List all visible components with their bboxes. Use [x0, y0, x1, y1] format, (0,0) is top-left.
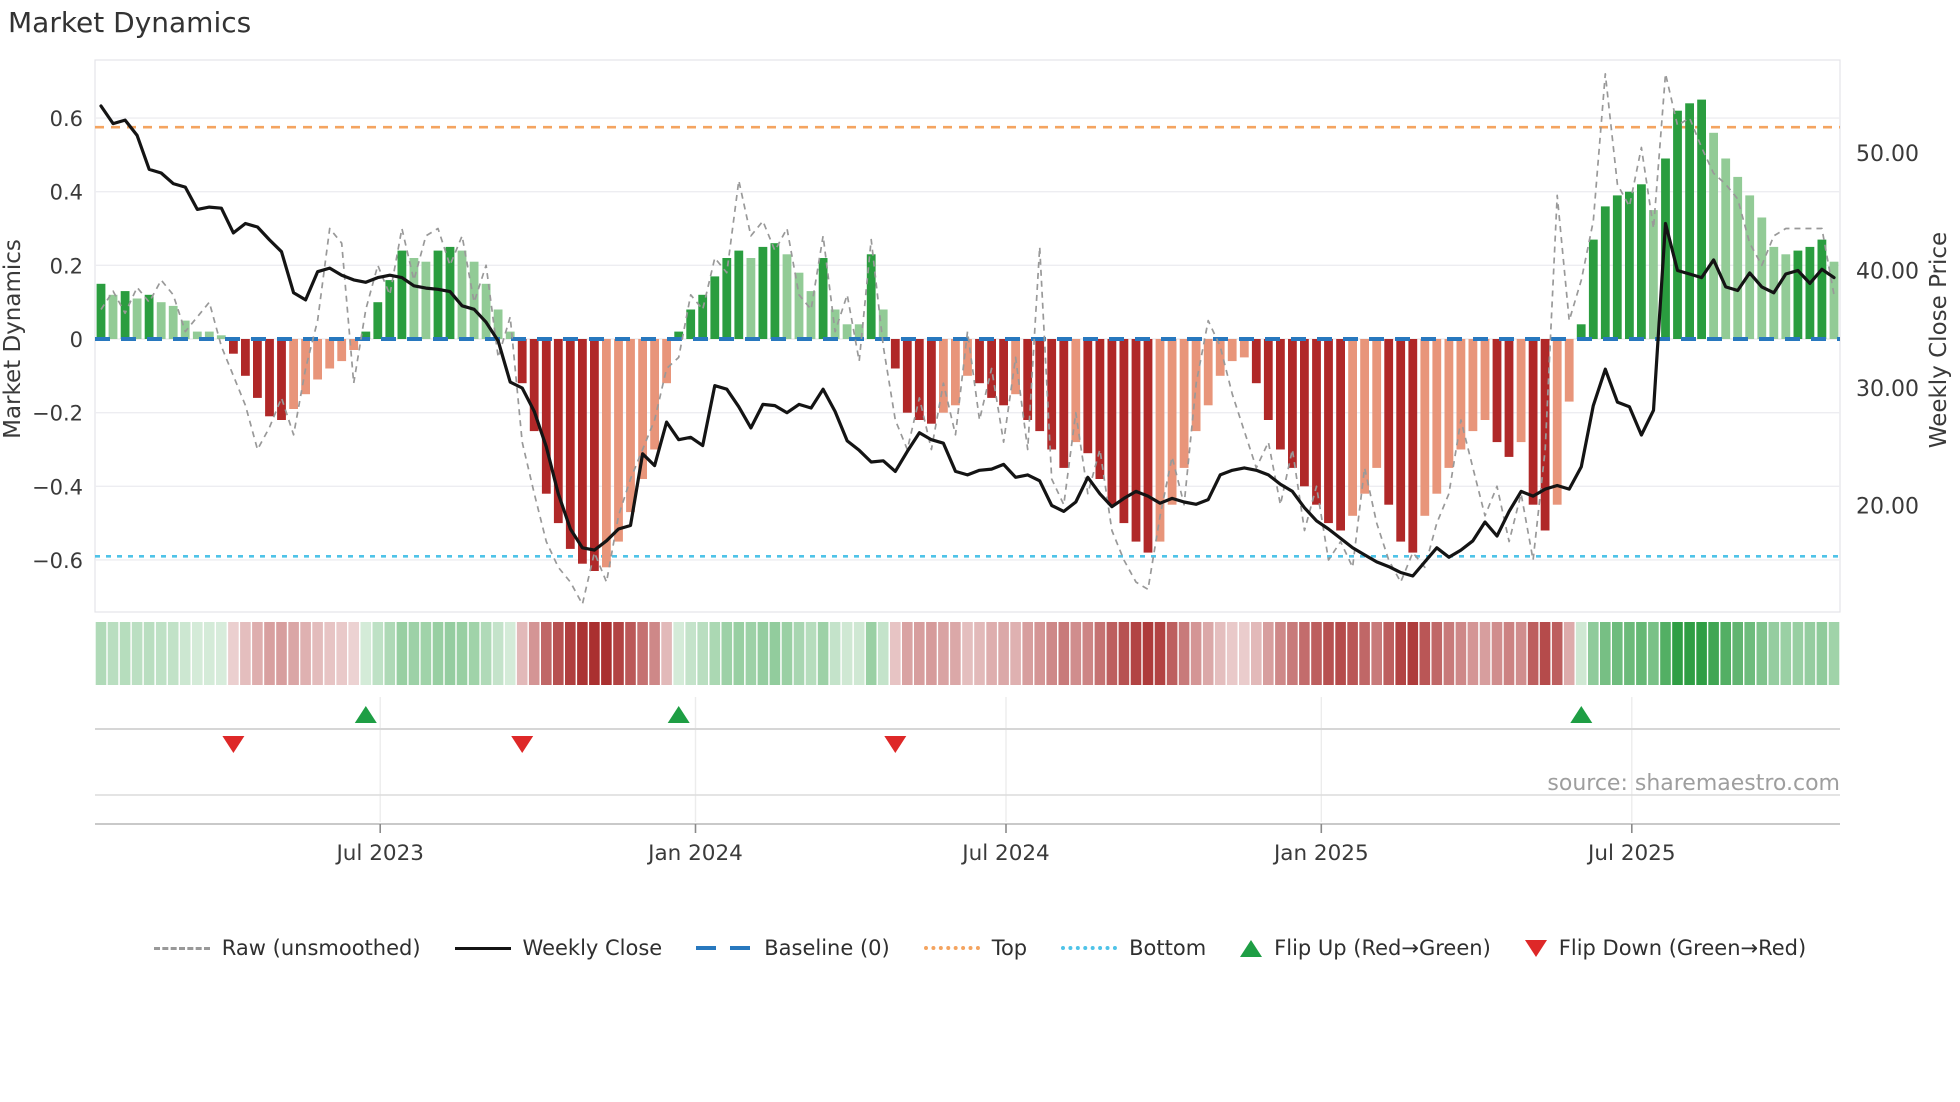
- solid-line-icon: [454, 946, 511, 950]
- svg-text:0.6: 0.6: [50, 107, 83, 131]
- svg-text:Jan 2024: Jan 2024: [646, 841, 743, 866]
- dashed-line-icon: [153, 946, 210, 950]
- svg-text:−0.2: −0.2: [32, 402, 83, 426]
- legend-label: Top: [991, 936, 1028, 960]
- chart-canvas: 0.6 0.4 0.2 0 −0.2 −0.4 −0.6 50.00 40.00 30.00 20.…: [0, 59, 1952, 866]
- chart-legend: Raw (unsmoothed) Weekly Close Baseline (0)…: [0, 926, 1960, 970]
- legend-label: Flip Down (Green→Red): [1558, 936, 1807, 960]
- legend-label: Baseline (0): [764, 936, 890, 960]
- svg-text:Jan 2025: Jan 2025: [1272, 841, 1369, 866]
- dotted-line-icon: [923, 946, 980, 950]
- legend-item-2: Baseline (0): [696, 936, 890, 960]
- dash-pair-icon: [696, 946, 753, 950]
- svg-text:20.00: 20.00: [1856, 495, 1919, 520]
- legend-item-1: Weekly Close: [454, 936, 663, 960]
- svg-text:Jul 2025: Jul 2025: [1586, 841, 1676, 866]
- svg-text:30.00: 30.00: [1856, 377, 1919, 402]
- dotted-line-icon: [1061, 946, 1118, 950]
- legend-item-3: Top: [923, 936, 1028, 960]
- svg-text:0: 0: [70, 328, 83, 352]
- legend-label: Weekly Close: [522, 936, 663, 960]
- legend-label: Raw (unsmoothed): [221, 936, 421, 960]
- legend-item-0: Raw (unsmoothed): [153, 936, 421, 960]
- svg-text:0.2: 0.2: [50, 254, 83, 278]
- triangle-down-icon: [1524, 939, 1547, 957]
- legend-item-5: Flip Up (Red→Green): [1240, 936, 1491, 960]
- page-title: Market Dynamics: [8, 6, 252, 39]
- svg-text:40.00: 40.00: [1856, 260, 1919, 285]
- legend-item-4: Bottom: [1061, 936, 1206, 960]
- y-axis-label-left: Market Dynamics: [0, 239, 26, 439]
- legend-item-6: Flip Down (Green→Red): [1524, 936, 1807, 960]
- triangle-up-icon: [1240, 939, 1263, 957]
- source-text: source: sharemaestro.com: [1547, 771, 1840, 796]
- svg-text:Jul 2024: Jul 2024: [960, 841, 1050, 866]
- svg-text:Jul 2023: Jul 2023: [334, 841, 424, 866]
- svg-text:50.00: 50.00: [1856, 142, 1919, 167]
- svg-text:0.4: 0.4: [50, 181, 83, 205]
- y-axis-label-right: Weekly Close Price: [1926, 232, 1952, 448]
- chart-marks: 0.6 0.4 0.2 0 −0.2 −0.4 −0.6 50.00 40.00 30.00 20.…: [32, 59, 1919, 866]
- legend-label: Bottom: [1129, 936, 1207, 960]
- svg-text:−0.4: −0.4: [32, 475, 83, 499]
- svg-text:−0.6: −0.6: [32, 549, 83, 573]
- legend-label: Flip Up (Red→Green): [1274, 936, 1491, 960]
